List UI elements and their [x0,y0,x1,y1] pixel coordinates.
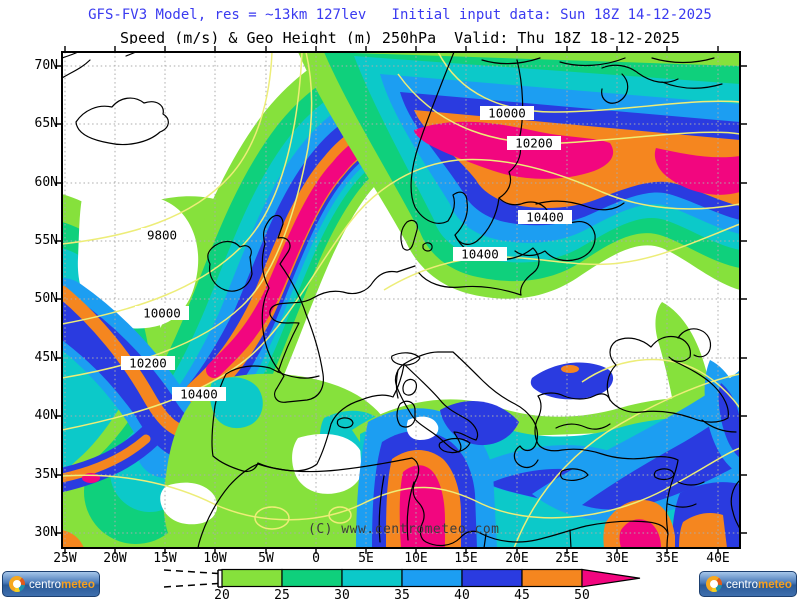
svg-text:10000: 10000 [488,106,526,121]
lat-label: 55N [34,233,58,248]
svg-text:10200: 10200 [129,356,167,371]
chart-subtitle: Speed (m/s) & Geo Height (m) 250hPa Vali… [120,29,680,47]
coastlines [61,51,741,549]
axis-ticks [55,46,747,554]
centrometeo-logo-left[interactable]: centrometeo [2,571,100,597]
lon-label: 40E [706,551,730,566]
colorbar-tick-label: 45 [514,588,530,600]
colorbar-funnel-dashes [163,569,219,588]
lon-label: 20W [103,551,127,566]
lon-label: 25W [53,551,77,566]
model-run-title: GFS-FV3 Model, res = ~13km 127lev Initia… [88,7,712,23]
lat-label: 60N [34,175,58,190]
lon-label: 20E [505,551,529,566]
lon-label: 5E [358,551,374,566]
colorbar-tick-label: 35 [394,588,410,600]
height-contour-labels: 9800 10000 10200 10400 10000 10200 10400… [121,106,572,402]
logo-text: centrometeo [29,579,95,591]
map-frame [61,51,741,549]
svg-text:10400: 10400 [180,387,218,402]
lon-label: 35E [655,551,679,566]
lon-label: 10W [203,551,227,566]
colorbar-tick-label: 25 [274,588,290,600]
lat-label: 65N [34,116,58,131]
lon-label: 25E [555,551,579,566]
centrometeo-ring-icon [9,576,25,592]
lat-label: 30N [34,525,58,540]
watermark-text: (C) www.centrometeo.com [308,522,500,537]
svg-text:10400: 10400 [526,210,564,225]
svg-text:10000: 10000 [143,306,181,321]
svg-text:10400: 10400 [461,247,499,262]
colorbar-segments [221,568,641,588]
colorbar-arrow [581,568,641,588]
colorbar-tick-label: 50 [574,588,590,600]
lat-label: 35N [34,467,58,482]
speed-colorbar [163,568,641,588]
lon-label: 15W [153,551,177,566]
svg-text:9800: 9800 [147,228,177,243]
lat-label: 70N [34,58,58,73]
colorbar-tick-label: 30 [334,588,350,600]
colorbar-tick-label: 20 [214,588,230,600]
lon-label: 0 [312,551,320,566]
lon-label: 5W [258,551,274,566]
centrometeo-logo-right[interactable]: centrometeo [699,571,797,597]
logo-text: centrometeo [726,579,792,591]
geo-height-contours [61,51,741,549]
lat-label: 45N [34,350,58,365]
wind-speed-field [50,44,740,558]
lon-label: 10E [404,551,428,566]
lat-label: 50N [34,291,58,306]
colorbar-tick-label: 40 [454,588,470,600]
weather-map: 9800 10000 10200 10400 10000 10200 10400… [50,44,748,558]
lat-label: 40N [34,408,58,423]
lon-label: 30E [605,551,629,566]
svg-text:10200: 10200 [515,136,553,151]
centrometeo-ring-icon [706,576,722,592]
lon-label: 15E [454,551,478,566]
